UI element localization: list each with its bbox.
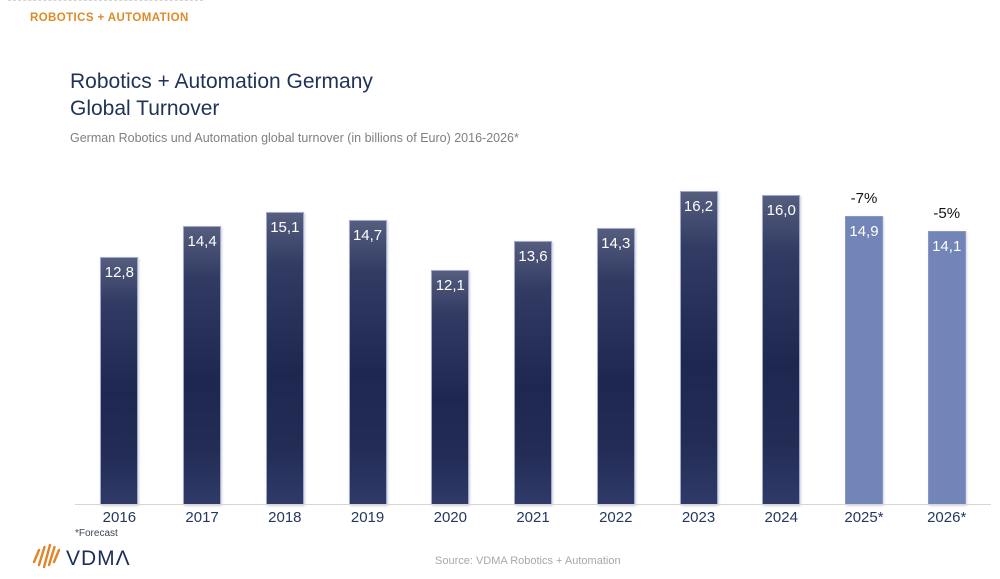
x-tick-2020: 2020: [433, 509, 467, 526]
pct-annotation-2026: -5%: [933, 205, 961, 222]
bar-2026: 14,1: [927, 231, 966, 505]
bar-2024: 16,0: [762, 195, 801, 505]
bar-column-2017: 14,4: [161, 163, 244, 505]
bar-chart-columns: 12,8 14,4 15,1 14,7 12,1 13,6 14,3 16,2 16,0 -7% 1…: [78, 163, 988, 505]
bar-value-label: 14,4: [187, 233, 217, 250]
bar-value-label: 14,1: [932, 238, 962, 255]
bar-2019: 14,7: [348, 220, 387, 505]
bar-value-label: 16,2: [683, 198, 714, 215]
bar-column-2020: 12,1: [409, 163, 492, 505]
bar-value-label: 14,9: [849, 223, 879, 240]
x-tick-2025: 2025*: [844, 509, 884, 526]
vdma-logo-icon: [30, 542, 61, 575]
bar-2022: 14,3: [596, 228, 635, 505]
bar-column-2023: 16,2: [657, 163, 740, 505]
bar-2016: 12,8: [100, 257, 139, 505]
page-title: Robotics + Automation Germany Global Tur…: [70, 68, 373, 122]
bar-value-label: 14,3: [601, 235, 631, 252]
bar-value-label: 14,7: [352, 227, 383, 244]
bar-2018: 15,1: [265, 212, 304, 505]
bar-value-label: 13,6: [518, 248, 548, 265]
page-title-line2: Global Turnover: [70, 97, 220, 120]
source-caption: Source: VDMA Robotics + Automation: [435, 555, 621, 567]
bar-2025: 14,9: [844, 216, 883, 505]
bar-value-label: 15,1: [270, 219, 300, 236]
bar-value-label: 12,1: [435, 277, 465, 294]
x-tick-2018: 2018: [268, 509, 302, 526]
x-tick-2016: 2016: [102, 509, 137, 526]
x-axis-line: [75, 504, 991, 505]
x-tick-2017: 2017: [185, 509, 219, 526]
forecast-footnote: *Forecast: [75, 528, 118, 539]
bar-2020: 12,1: [431, 270, 470, 505]
bar-2023: 16,2: [679, 191, 718, 505]
chart-subtitle: German Robotics und Automation global tu…: [70, 131, 519, 145]
x-axis-labels: 2016 2017 2018 2019 2020 2021 2022 2023 2024 2025…: [78, 509, 988, 526]
vdma-logo: VDMΛ: [30, 542, 131, 575]
bar-chart: 12,8 14,4 15,1 14,7 12,1 13,6 14,3 16,2 16,0 -7% 1…: [78, 163, 988, 505]
bar-column-2026: -5% 14,1: [905, 163, 988, 505]
bar-2021: 13,6: [514, 241, 553, 505]
bar-column-2016: 12,8: [78, 163, 161, 505]
bar-2017: 14,4: [183, 226, 222, 505]
bar-column-2021: 13,6: [492, 163, 575, 505]
bar-value-label: 16,0: [766, 202, 796, 219]
x-tick-2022: 2022: [599, 509, 633, 526]
brand-header: ROBOTICS + AUTOMATION: [30, 12, 189, 24]
x-tick-2019: 2019: [350, 509, 385, 526]
bar-column-2024: 16,0: [740, 163, 823, 505]
slide-top-border: [8, 0, 203, 1]
bar-value-label: 12,8: [104, 264, 134, 281]
bar-column-2019: 14,7: [326, 163, 409, 505]
vdma-logo-text: VDMΛ: [66, 546, 131, 570]
x-tick-2024: 2024: [764, 509, 798, 526]
bar-column-2025: -7% 14,9: [823, 163, 906, 505]
page-title-line1: Robotics + Automation Germany: [70, 70, 373, 93]
bar-column-2022: 14,3: [574, 163, 657, 505]
x-tick-2021: 2021: [516, 509, 550, 526]
x-tick-2023: 2023: [681, 509, 716, 526]
bar-column-2018: 15,1: [243, 163, 326, 505]
pct-annotation-2025: -7%: [850, 190, 878, 207]
x-tick-2026: 2026*: [927, 509, 967, 526]
